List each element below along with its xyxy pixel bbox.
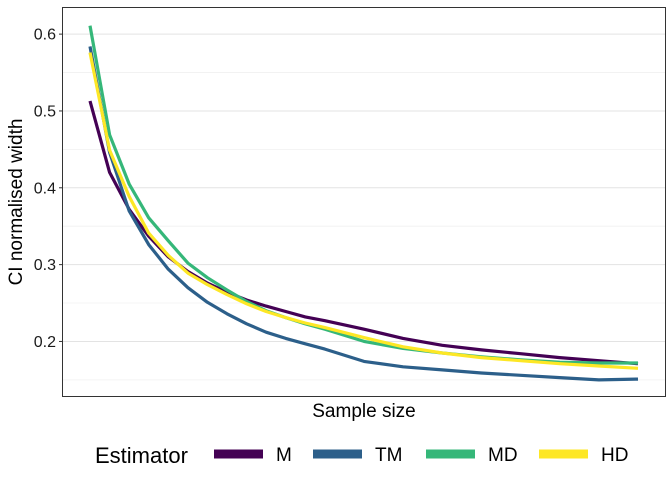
- y-axis-title: CI normalised width: [6, 119, 27, 286]
- legend-items: M TM MD HD: [214, 445, 628, 466]
- y-tick-label: 0.6: [34, 27, 56, 44]
- series-line-tm: [88, 46, 639, 382]
- y-axis: 0.2 0.3 0.4 0.5 0.6: [34, 27, 63, 351]
- series-line-m: [88, 100, 639, 366]
- y-tick-label: 0.3: [34, 257, 56, 274]
- legend-label-tm: TM: [375, 445, 402, 466]
- legend-label-m: M: [276, 445, 292, 466]
- x-axis-title: Sample size: [312, 401, 416, 422]
- y-tick-label: 0.4: [34, 180, 56, 197]
- y-tick-label: 0.2: [34, 334, 56, 351]
- series-line-hd: [88, 52, 639, 370]
- legend-title: Estimator: [95, 443, 188, 468]
- legend-label-hd: HD: [601, 445, 628, 466]
- series-lines: [88, 25, 639, 382]
- legend-label-md: MD: [488, 445, 518, 466]
- legend: Estimator M TM MD HD: [95, 443, 628, 468]
- plot-panel-border: [62, 7, 666, 397]
- y-tick-label: 0.5: [34, 103, 56, 120]
